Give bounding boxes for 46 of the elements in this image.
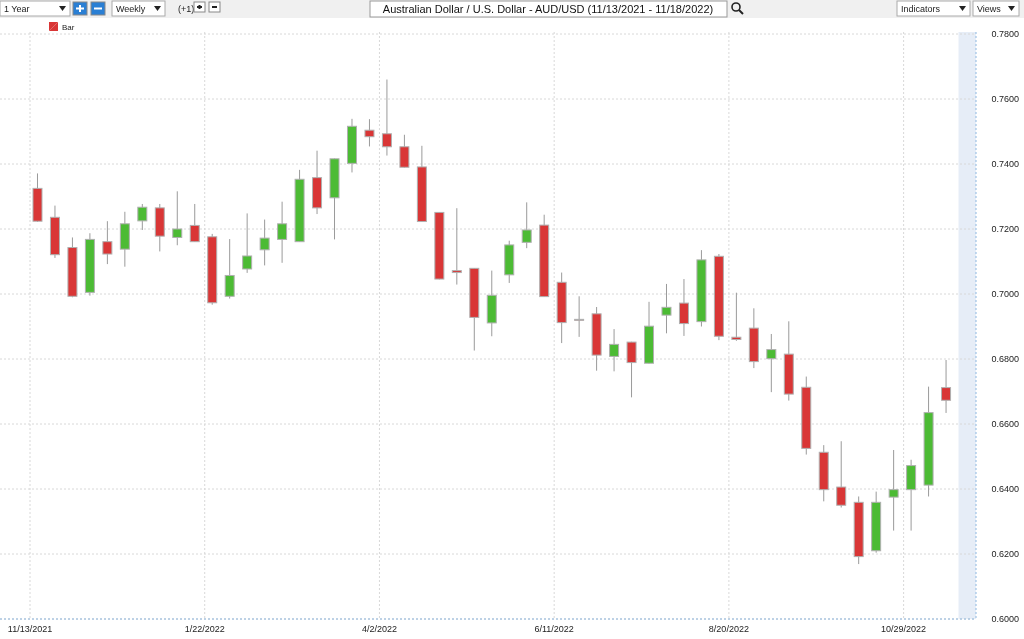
candlestick [941, 359, 952, 414]
x-tick-label: 4/2/2022 [361, 624, 397, 634]
x-tick-label: 1/22/2022 [184, 624, 225, 634]
candlestick [224, 238, 235, 300]
candlestick [626, 341, 637, 398]
y-tick-label: 0.7400 [991, 159, 1019, 169]
candlestick [661, 283, 672, 334]
candlestick [609, 328, 620, 372]
x-tick-label: 6/11/2022 [534, 624, 574, 634]
y-tick-label: 0.7600 [991, 94, 1019, 104]
x-tick-label: 10/29/2022 [881, 624, 927, 634]
y-tick-label: 0.6600 [991, 419, 1019, 429]
text: 1 Year [4, 4, 30, 14]
legend-label: Bar [62, 23, 75, 32]
candlestick [451, 207, 462, 286]
candlestick [189, 203, 200, 243]
text: (+1) [178, 4, 195, 14]
y-tick-label: 0.6400 [991, 484, 1019, 494]
candlestick [521, 201, 532, 249]
candlestick [836, 440, 847, 509]
candlestick [766, 333, 777, 393]
y-tick-label: 0.6000 [991, 614, 1019, 624]
text: Views [977, 4, 1002, 14]
chart-title: Australian Dollar / U.S. Dollar - AUD/USD (11/13/2021 - 11/18/2022) [382, 3, 714, 15]
candlestick [888, 449, 899, 532]
candlestick [102, 220, 113, 265]
candlestick [137, 203, 148, 231]
candlestick [259, 219, 270, 266]
candlestick [277, 201, 288, 264]
candlestick [678, 278, 689, 337]
y-tick-label: 0.6200 [991, 549, 1019, 559]
y-tick-label: 0.7200 [991, 224, 1019, 234]
text: Weekly [116, 4, 146, 14]
candlestick [731, 292, 742, 342]
candlestick [172, 190, 183, 246]
text: Indicators [901, 4, 941, 14]
y-tick-label: 0.6800 [991, 354, 1019, 364]
x-tick-label: 11/13/2021 [7, 624, 53, 634]
x-tick-label: 8/20/2022 [708, 624, 749, 634]
y-tick-label: 0.7000 [991, 289, 1019, 299]
candlestick [242, 212, 253, 274]
candlestick [399, 134, 410, 169]
candlestick [364, 118, 375, 147]
candlestick [381, 79, 392, 157]
candlestick [574, 295, 585, 338]
y-tick-label: 0.7800 [991, 29, 1019, 39]
